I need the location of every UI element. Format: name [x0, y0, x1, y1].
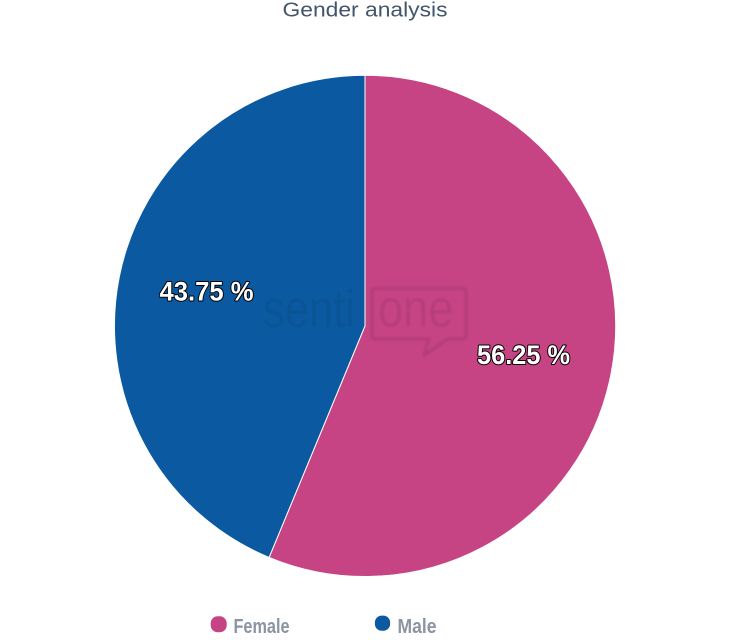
- svg-text:43.75 %: 43.75 %: [160, 277, 254, 307]
- svg-text:Female: Female: [234, 616, 290, 638]
- svg-text:Male: Male: [398, 616, 437, 638]
- svg-text:one: one: [378, 280, 454, 339]
- svg-text:56.25 %: 56.25 %: [477, 340, 570, 370]
- svg-text:senti: senti: [263, 280, 355, 339]
- svg-text:Gender analysis: Gender analysis: [283, 0, 448, 21]
